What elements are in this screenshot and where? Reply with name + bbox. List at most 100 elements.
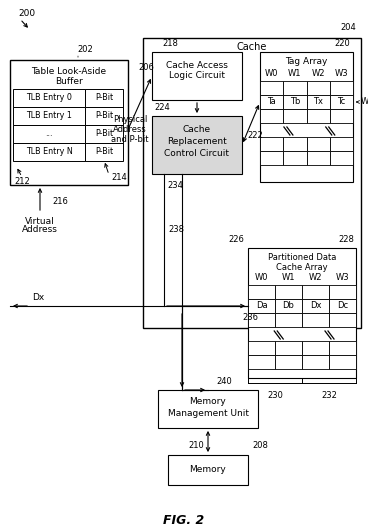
Bar [307,137,330,151]
Text: Address: Address [113,125,147,134]
Text: 208: 208 [252,442,268,451]
Bar [260,151,283,165]
Text: P-Bit: P-Bit [95,112,113,121]
Bar [302,355,329,369]
Text: Cache Access: Cache Access [166,61,228,70]
Text: Table Look-Aside: Table Look-Aside [31,66,107,76]
Text: W1: W1 [288,70,302,79]
Bar [260,109,283,123]
Bar [307,151,330,165]
Bar [330,151,353,165]
Bar [260,81,283,95]
Bar [248,313,275,327]
Text: Control Circuit: Control Circuit [164,149,230,159]
Text: P-Bit: P-Bit [95,147,113,156]
Text: 216: 216 [52,196,68,205]
Text: 218: 218 [162,38,178,47]
Bar [248,248,356,378]
Text: Cache: Cache [237,42,267,52]
Bar [307,81,330,95]
Bar [85,107,123,125]
Bar [13,125,85,143]
Text: Cache: Cache [183,126,211,135]
Text: Tb: Tb [290,97,300,106]
Text: W3: W3 [336,273,349,282]
Bar [275,313,302,327]
Bar [248,341,275,355]
Text: W2: W2 [311,70,325,79]
Text: TLB Entry 1: TLB Entry 1 [26,112,72,121]
Bar [329,341,356,355]
Text: 210: 210 [188,442,204,451]
Bar [302,341,329,355]
Bar [275,299,302,313]
Text: Partitioned Data: Partitioned Data [268,254,336,262]
Text: 214: 214 [111,172,127,181]
Bar [13,143,85,161]
Text: 232: 232 [321,392,337,401]
Text: P-Bit: P-Bit [95,94,113,103]
Bar [260,137,283,151]
Bar [275,355,302,369]
Text: Management Unit: Management Unit [167,410,248,419]
Bar [329,299,356,313]
Text: ...: ... [45,129,53,138]
Text: Physical: Physical [113,115,147,124]
Text: P-Bit: P-Bit [95,129,113,138]
Text: W0: W0 [265,70,278,79]
Text: Tc: Tc [337,97,346,106]
Text: Logic Circuit: Logic Circuit [169,71,225,80]
Text: W0: W0 [255,273,268,282]
Text: FIG. 2: FIG. 2 [163,513,205,527]
Bar [158,390,258,428]
Bar [283,81,307,95]
Text: 226: 226 [228,235,244,244]
Text: TLB Entry N: TLB Entry N [26,147,72,156]
Bar [283,109,307,123]
Bar [13,89,85,107]
Text: Tx: Tx [313,97,323,106]
Text: Tag Array: Tag Array [285,57,328,66]
Bar [85,125,123,143]
Text: 224: 224 [154,103,170,112]
Bar [260,52,353,182]
Bar [307,95,330,109]
Bar [283,95,307,109]
Text: Address: Address [22,226,58,235]
Text: 202: 202 [77,46,93,54]
Bar [85,143,123,161]
Text: 240: 240 [216,377,232,386]
Bar [260,95,283,109]
Text: and P-bit: and P-bit [111,135,149,144]
Bar [168,455,248,485]
Text: 204: 204 [340,23,356,32]
Text: 236: 236 [242,313,258,322]
Text: W2: W2 [361,97,368,106]
Bar [152,116,242,174]
Bar [275,341,302,355]
Text: Da: Da [256,302,267,311]
Bar [330,81,353,95]
Bar [329,285,356,299]
Text: Dc: Dc [337,302,348,311]
Bar [13,107,85,125]
Text: 200: 200 [18,10,35,19]
Text: 230: 230 [267,392,283,401]
Text: Memory: Memory [190,397,226,406]
Bar [329,355,356,369]
Bar [152,52,242,100]
Text: W1: W1 [282,273,295,282]
Bar [275,285,302,299]
Text: Dx: Dx [32,294,44,303]
Text: 206: 206 [138,63,154,72]
Bar [248,299,275,313]
Bar [330,95,353,109]
Bar [85,89,123,107]
Text: Db: Db [283,302,294,311]
Text: W3: W3 [335,70,348,79]
Text: Memory: Memory [190,466,226,475]
Text: 238: 238 [168,225,184,234]
Bar [302,313,329,327]
Text: TLB Entry 0: TLB Entry 0 [26,94,72,103]
Text: 220: 220 [334,38,350,47]
